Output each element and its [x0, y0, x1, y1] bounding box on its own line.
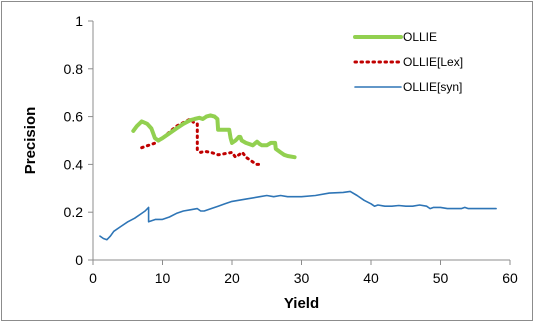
y-tick-label: 0.2: [64, 204, 84, 220]
tick-labels: 00.20.40.60.810 10 20 30 40 50 60: [64, 13, 518, 286]
x-tick-label: 50: [433, 270, 449, 286]
plot-area: [99, 113, 497, 241]
y-tick-label: 0.6: [64, 109, 84, 125]
series-line-ollie-syn: [99, 190, 497, 241]
y-tick-label: 0: [75, 252, 83, 268]
y-axis-title: Precision: [22, 107, 39, 175]
x-tick-label: 0: [89, 270, 97, 286]
x-tick-label: 30: [294, 270, 310, 286]
x-axis-title: Yield: [284, 295, 319, 312]
legend-label-ollie-lex: OLLIE[Lex]: [403, 55, 463, 69]
y-tick-label: 1: [75, 13, 83, 29]
y-tick-label: 0.8: [64, 61, 84, 77]
legend: OLLIE OLLIE[Lex] OLLIE[syn]: [353, 30, 463, 94]
y-tick-label: 0.4: [64, 156, 84, 172]
axes: [88, 20, 511, 265]
series-line-ollie: [131, 113, 297, 160]
legend-label-ollie: OLLIE: [403, 30, 437, 44]
x-tick-label: 20: [224, 270, 240, 286]
x-tick-label: 60: [502, 270, 518, 286]
x-tick-label: 40: [363, 270, 379, 286]
x-tick-label: 10: [155, 270, 171, 286]
legend-label-ollie-syn: OLLIE[syn]: [403, 80, 462, 94]
